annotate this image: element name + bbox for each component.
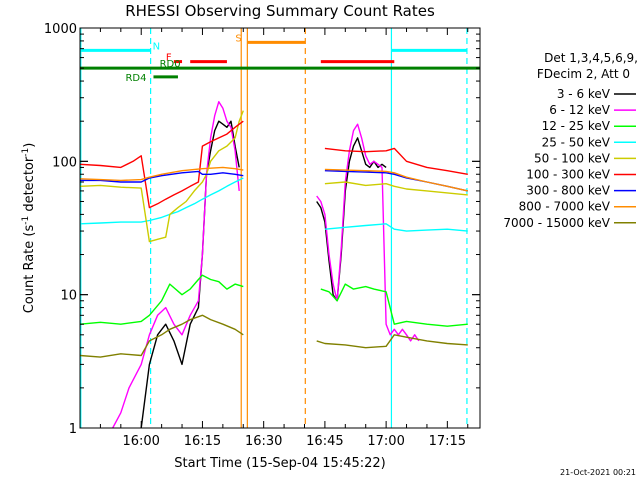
series-line-2 — [80, 274, 468, 327]
flag-label-rd4: RD4 — [125, 73, 146, 84]
y-axis: 1 10 100 1000 — [44, 22, 480, 437]
x-tick-label-4: 17:00 — [367, 434, 404, 449]
legend-label-7: 800 - 7000 keV — [519, 200, 611, 214]
legend-label-6: 300 - 800 keV — [526, 184, 610, 198]
x-tick-label-3: 16:45 — [306, 434, 343, 449]
vertical-markers — [80, 28, 468, 428]
y-tick-label-1: 10 — [60, 289, 77, 304]
y-axis-label: Count Rate (s-1 detector-1) — [21, 143, 37, 314]
chart-title: RHESSI Observing Summary Count Rates — [125, 2, 435, 20]
series-line-3 — [80, 177, 468, 232]
legend-label-0: 3 - 6 keV — [557, 87, 611, 101]
x-tick-label-0: 16:00 — [122, 434, 159, 449]
y-tick-label-2: 100 — [52, 155, 77, 170]
series-line-7 — [80, 166, 468, 192]
flag-label-n: N — [153, 41, 160, 52]
legend: Det 1,3,4,5,6,9, FDecim 2, Att 0 3 - 6 k… — [503, 51, 638, 230]
legend-label-5: 100 - 300 keV — [526, 168, 610, 182]
legend-header-2: FDecim 2, Att 0 — [537, 67, 630, 81]
series-line-1 — [112, 101, 420, 428]
plot-frame — [79, 27, 481, 429]
legend-label-3: 25 - 50 keV — [542, 135, 611, 149]
legend-label-4: 50 - 100 keV — [534, 151, 611, 165]
flag-label-f: F — [166, 53, 172, 64]
legend-label-8: 7000 - 15000 keV — [503, 216, 610, 230]
series-lines — [80, 101, 468, 428]
x-tick-label-2: 16:30 — [245, 434, 282, 449]
legend-label-1: 6 - 12 keV — [549, 103, 611, 117]
y-tick-label-0: 1 — [69, 422, 77, 437]
series-line-4 — [80, 110, 468, 243]
legend-header-1: Det 1,3,4,5,6,9, — [544, 51, 638, 65]
x-tick-label-5: 17:15 — [429, 434, 466, 449]
flag-label-rd0: RD0 — [160, 59, 181, 70]
series-line-8 — [80, 314, 468, 358]
x-axis-label: Start Time (15-Sep-04 15:45:22) — [174, 456, 385, 471]
y-tick-label-3: 1000 — [44, 22, 77, 37]
series-line-0 — [140, 120, 387, 428]
x-axis: 16:00 16:15 16:30 16:45 17:00 17:15 — [79, 28, 469, 449]
flag-label-s: S — [235, 33, 241, 44]
series-line-5 — [80, 120, 468, 209]
legend-label-2: 12 - 25 keV — [542, 119, 611, 133]
footer-date: 21-Oct-2021 00:21 — [560, 468, 636, 477]
x-tick-label-1: 16:15 — [184, 434, 221, 449]
